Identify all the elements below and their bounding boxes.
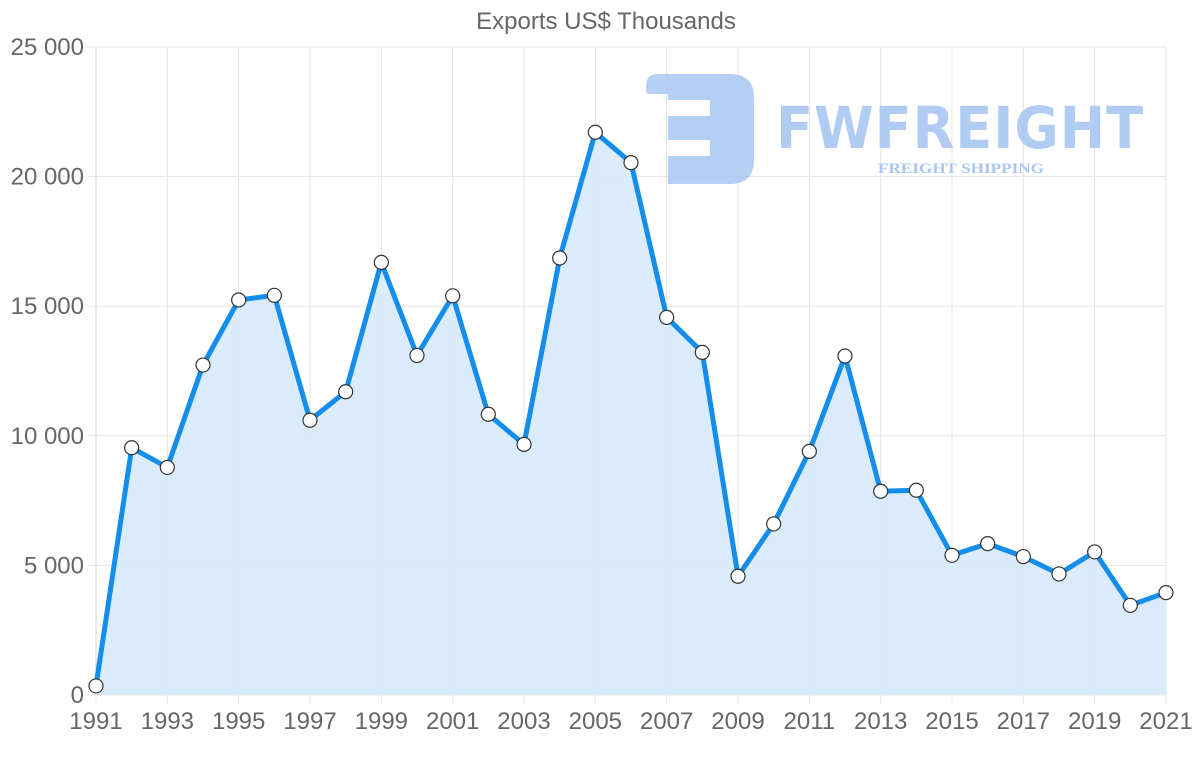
x-tick-label: 2011: [784, 708, 836, 735]
data-point[interactable]: [873, 483, 889, 499]
data-point[interactable]: [338, 384, 354, 400]
data-point[interactable]: [1015, 548, 1031, 565]
data-points: [88, 124, 1174, 694]
x-tick-label: 1995: [212, 708, 265, 735]
data-point[interactable]: [231, 292, 247, 308]
data-point[interactable]: [516, 436, 532, 452]
x-tick-label: 2001: [426, 708, 479, 735]
x-tick-label: 2003: [497, 708, 550, 735]
data-point[interactable]: [766, 516, 782, 532]
y-tick-label: 10 000: [11, 423, 84, 450]
y-tick-label: 15 000: [11, 293, 84, 320]
x-tick-label: 1999: [355, 708, 408, 735]
data-point[interactable]: [944, 547, 960, 563]
chart-title: Exports US$ Thousands: [476, 8, 736, 35]
data-point[interactable]: [124, 440, 140, 456]
x-tick-label: 2007: [640, 708, 693, 735]
area-shape: [96, 132, 1166, 696]
x-tick-label: 1991: [69, 708, 122, 735]
x-tick-label: 2013: [854, 708, 907, 735]
y-axis: 0 5 000 10 000 15 000 20 000 25 000: [11, 34, 84, 709]
data-point[interactable]: [373, 254, 389, 270]
data-point[interactable]: [801, 443, 817, 459]
x-tick-label: 2019: [1068, 708, 1121, 735]
x-tick-label: 2015: [925, 708, 978, 735]
data-point[interactable]: [88, 678, 104, 694]
watermark: FWFREIGHT FREIGHT SHIPPING: [646, 74, 1144, 184]
data-point[interactable]: [659, 309, 675, 325]
data-point[interactable]: [1158, 585, 1174, 601]
fwfreight-logo-icon: [646, 74, 754, 184]
data-point[interactable]: [980, 536, 996, 552]
data-point[interactable]: [480, 406, 496, 422]
data-point[interactable]: [195, 357, 211, 373]
x-tick-label: 2005: [569, 708, 622, 735]
x-tick-label: 2009: [711, 708, 764, 735]
y-tick-label: 0: [71, 682, 84, 709]
y-tick-label: 20 000: [11, 164, 84, 191]
data-point[interactable]: [587, 124, 603, 140]
data-point[interactable]: [445, 288, 461, 304]
x-axis: 1991 1993 1995 1997 1999 2001 2003 2005 2007 2009…: [69, 708, 1192, 735]
data-point[interactable]: [623, 155, 639, 171]
data-point[interactable]: [266, 287, 282, 303]
watermark-tagline: FREIGHT SHIPPING: [878, 161, 1044, 177]
data-point[interactable]: [552, 250, 568, 266]
data-point[interactable]: [908, 482, 924, 498]
x-tick-label: 2021: [1139, 708, 1192, 735]
y-tick-label: 5 000: [24, 552, 84, 579]
watermark-brand: FWFREIGHT: [776, 94, 1144, 162]
data-point[interactable]: [1087, 544, 1103, 560]
data-point[interactable]: [837, 348, 853, 364]
data-point[interactable]: [1051, 566, 1067, 582]
data-point[interactable]: [409, 347, 425, 364]
data-point[interactable]: [730, 568, 746, 584]
data-point[interactable]: [302, 412, 318, 428]
data-point[interactable]: [694, 344, 710, 360]
x-tick-label: 1997: [283, 708, 336, 735]
y-tick-label: 25 000: [11, 34, 84, 61]
data-point[interactable]: [159, 459, 175, 476]
area-fill: [96, 132, 1166, 696]
data-point[interactable]: [1122, 597, 1138, 613]
x-tick-label: 2017: [997, 708, 1050, 735]
x-tick-label: 1993: [141, 708, 194, 735]
